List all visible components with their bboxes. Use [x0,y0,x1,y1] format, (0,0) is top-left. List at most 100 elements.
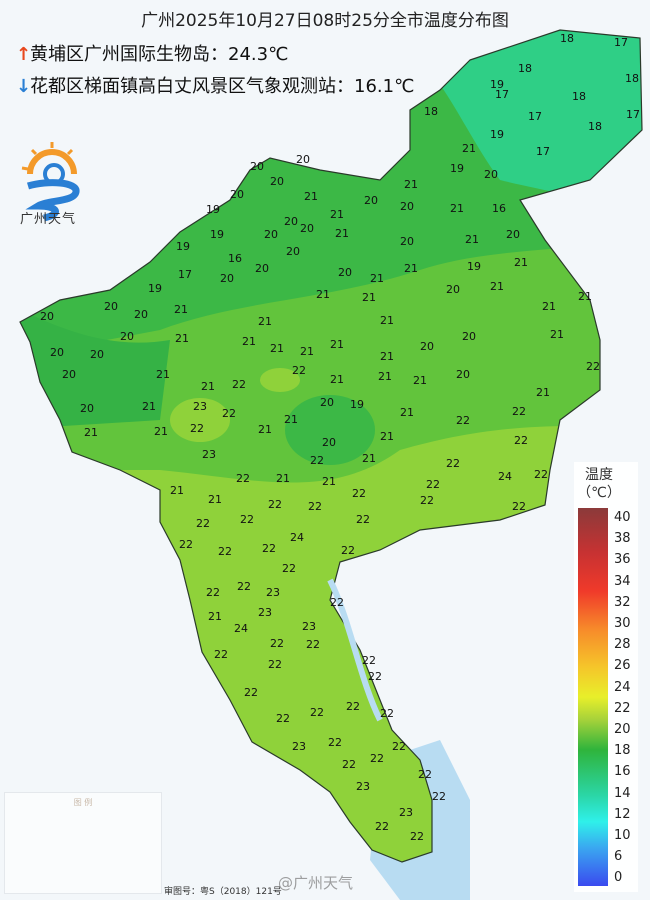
station-temp-label: 22 [179,538,193,551]
legend-tick: 38 [614,531,631,547]
arrow-up-icon: ↑ [16,44,32,65]
station-temp-label: 22 [190,422,204,435]
station-temp-label: 21 [378,370,392,383]
station-temp-label: 21 [380,430,394,443]
station-temp-label: 23 [193,400,207,413]
station-temp-label: 20 [400,200,414,213]
station-temp-label: 24 [290,531,304,544]
min-temp-line: ↓花都区梯面镇高白丈风景区气象观测站：16.1℃ [16,72,414,98]
station-temp-label: 23 [399,806,413,819]
max-station: 黄埔区广州国际生物岛： [30,44,228,65]
station-temp-label: 22 [308,500,322,513]
map-title: 广州2025年10月27日08时25分全市温度分布图 [141,11,509,31]
legend-tick: 40 [614,510,631,525]
station-temp-label: 22 [268,658,282,671]
station-temp-label: 21 [542,300,556,313]
station-temp-label: 16 [228,252,242,265]
station-temp-label: 21 [156,368,170,381]
station-temp-label: 22 [420,494,434,507]
station-temp-label: 18 [588,120,602,133]
station-temp-label: 22 [586,360,600,373]
station-temp-label: 22 [426,478,440,491]
station-temp-label: 19 [176,240,190,253]
station-temp-label: 22 [206,586,220,599]
station-temp-label: 23 [356,780,370,793]
station-temp-label: 21 [258,423,272,436]
legend-tick: 32 [614,594,631,610]
station-temp-label: 23 [258,606,272,619]
station-temp-label: 20 [62,368,76,381]
legend-tick: 20 [614,722,631,737]
station-temp-label: 21 [322,475,336,488]
station-temp-label: 22 [218,545,232,558]
station-temp-label: 21 [270,342,284,355]
station-temp-label: 21 [304,190,318,203]
station-temp-label: 22 [342,758,356,771]
station-temp-label: 21 [362,291,376,304]
station-temp-label: 20 [284,215,298,228]
station-temp-label: 20 [338,266,352,279]
legend-tick: 22 [614,700,631,716]
base-map-legend-title: 图 例 [73,798,93,807]
station-temp-label: 21 [536,386,550,399]
station-temp-label: 23 [302,620,316,633]
station-temp-label: 22 [237,580,251,593]
station-temp-label: 22 [370,752,384,765]
guangzhou-weather-logo [21,142,80,222]
station-temp-label: 22 [418,768,432,781]
station-temp-label: 20 [286,245,300,258]
station-temp-label: 20 [484,168,498,181]
station-temp-label: 22 [368,670,382,683]
color-scale-bar [578,508,608,886]
station-temp-label: 21 [208,610,222,623]
legend-tick: 16 [614,764,631,780]
station-temp-label: 19 [490,78,504,91]
station-temp-label: 16 [492,202,506,215]
station-temp-label: 21 [330,373,344,386]
station-temp-label: 22 [341,544,355,557]
base-map-legend: 图 例 [4,792,162,894]
station-temp-label: 17 [626,108,640,121]
station-temp-label: 22 [310,706,324,719]
legend-tick: 18 [614,743,631,759]
station-temp-label: 22 [282,562,296,575]
station-temp-label: 20 [322,436,336,449]
station-temp-label: 21 [300,345,314,358]
station-temp-label: 20 [270,175,284,188]
station-temp-label: 21 [84,426,98,439]
approval-number: 审图号：粤S（2018）121号 [164,887,282,897]
station-temp-label: 21 [175,332,189,345]
station-temp-label: 22 [352,487,366,500]
station-temp-label: 19 [148,282,162,295]
station-temp-label: 24 [498,470,512,483]
station-temp-label: 21 [404,178,418,191]
station-temp-label: 22 [346,700,360,713]
legend-tick: 26 [614,658,631,674]
station-temp-label: 21 [578,290,592,303]
station-temp-label: 20 [250,160,264,173]
legend-tick: 10 [614,828,631,843]
station-temp-label: 22 [268,498,282,511]
station-temp-label: 21 [142,400,156,413]
legend-tick: 28 [614,637,631,653]
station-temp-label: 22 [330,596,344,609]
legend-tick: 12 [614,806,631,822]
station-temp-label: 21 [258,315,272,328]
station-temp-label: 20 [320,396,334,409]
station-temp-label: 19 [490,128,504,141]
station-temp-label: 20 [462,330,476,343]
station-temp-label: 22 [512,500,526,513]
station-temp-label: 21 [154,425,168,438]
station-temp-label: 17 [495,88,509,101]
station-temp-label: 22 [276,712,290,725]
station-temp-label: 22 [310,454,324,467]
station-temp-label: 22 [432,790,446,803]
station-temp-label: 20 [296,153,310,166]
station-temp-label: 22 [512,405,526,418]
station-temp-label: 19 [450,162,464,175]
legend-tick: 6 [614,849,623,865]
legend-tick: 36 [614,552,631,568]
station-temp-label: 22 [196,517,210,530]
station-temp-label: 22 [362,654,376,667]
